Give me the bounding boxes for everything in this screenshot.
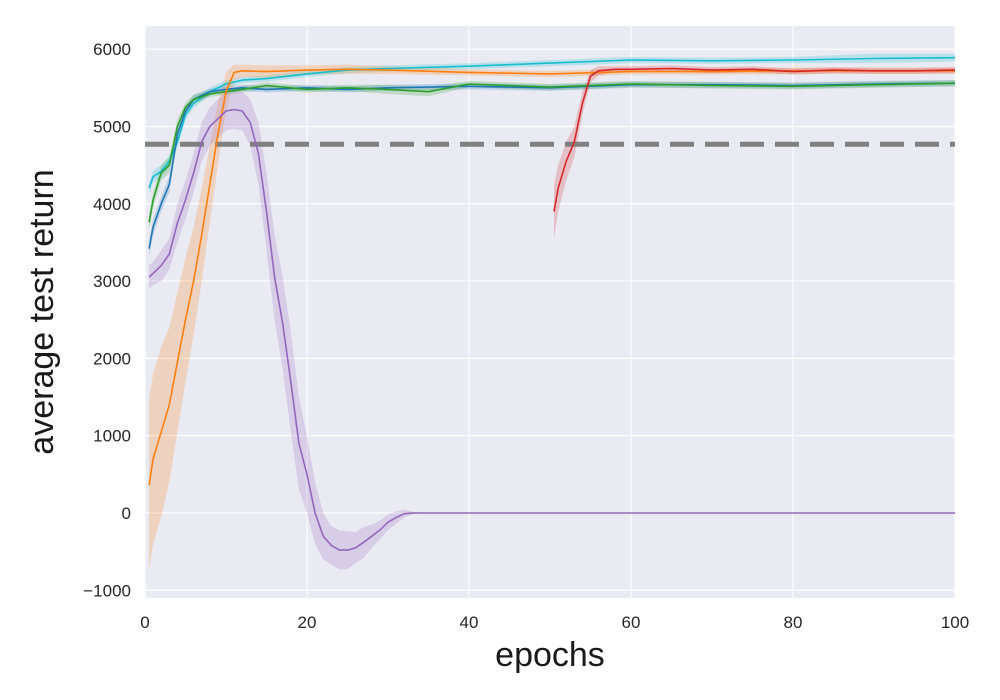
y-tick-label: 1000 [93, 427, 131, 446]
y-tick-label: 4000 [93, 195, 131, 214]
series-4-line [148, 68, 955, 486]
series-lines [148, 56, 956, 551]
y-tick-label: −1000 [83, 581, 131, 600]
y-tick-label: 5000 [93, 117, 131, 136]
grid [144, 26, 956, 598]
y-axis-label: average test return [23, 169, 61, 454]
x-tick-label: 20 [298, 613, 317, 632]
y-tick-labels: −1000 0 1000 2000 3000 4000 5000 6000 [83, 40, 131, 600]
x-tick-label: 0 [140, 613, 149, 632]
series-6-line [148, 108, 955, 551]
x-axis-label: epochs [495, 636, 605, 674]
x-tick-label: 60 [622, 613, 641, 632]
y-tick-label: 6000 [93, 40, 131, 59]
y-tick-label: 0 [122, 504, 131, 523]
series-3-line [148, 82, 956, 223]
y-tick-label: 2000 [93, 349, 131, 368]
x-tick-labels: 0 20 40 60 80 100 [140, 613, 969, 632]
y-tick-label: 3000 [93, 272, 131, 291]
x-tick-label: 40 [460, 613, 479, 632]
series-5-line [553, 67, 956, 212]
x-tick-label: 80 [784, 613, 803, 632]
x-tick-label: 100 [941, 613, 969, 632]
